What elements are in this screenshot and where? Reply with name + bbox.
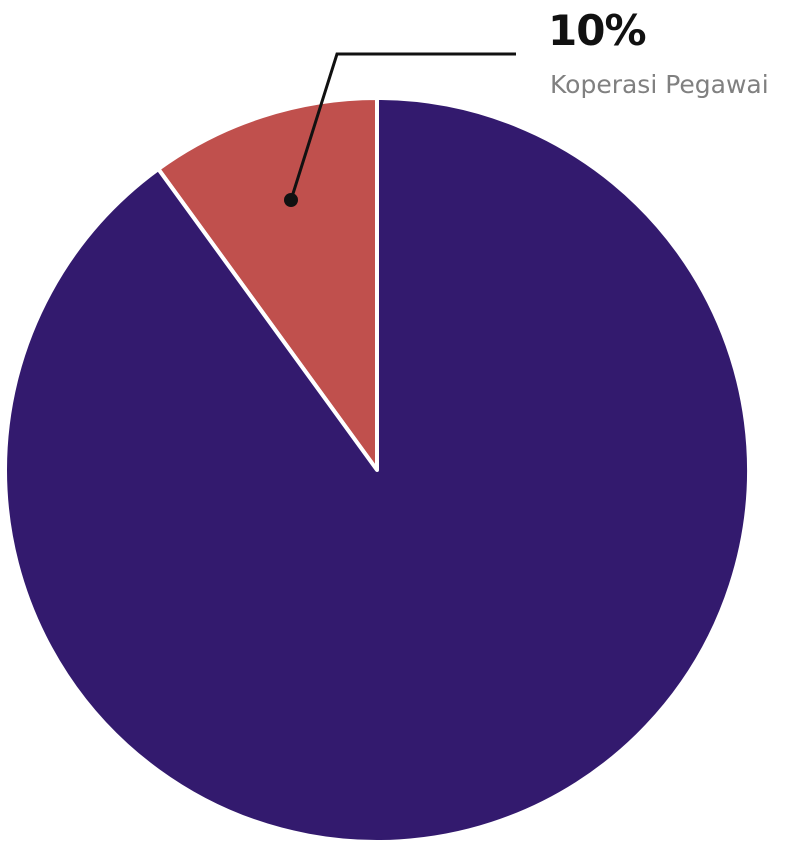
callout-leader-line — [289, 52, 516, 201]
slice-category-label: Koperasi Pegawai — [550, 70, 769, 99]
slice-value-label: 10% — [548, 6, 647, 55]
pie-slices — [3, 96, 751, 844]
pie-slice-1 — [3, 96, 751, 844]
pie-slice-0 — [156, 96, 379, 472]
callout-leader-dot — [284, 193, 298, 207]
